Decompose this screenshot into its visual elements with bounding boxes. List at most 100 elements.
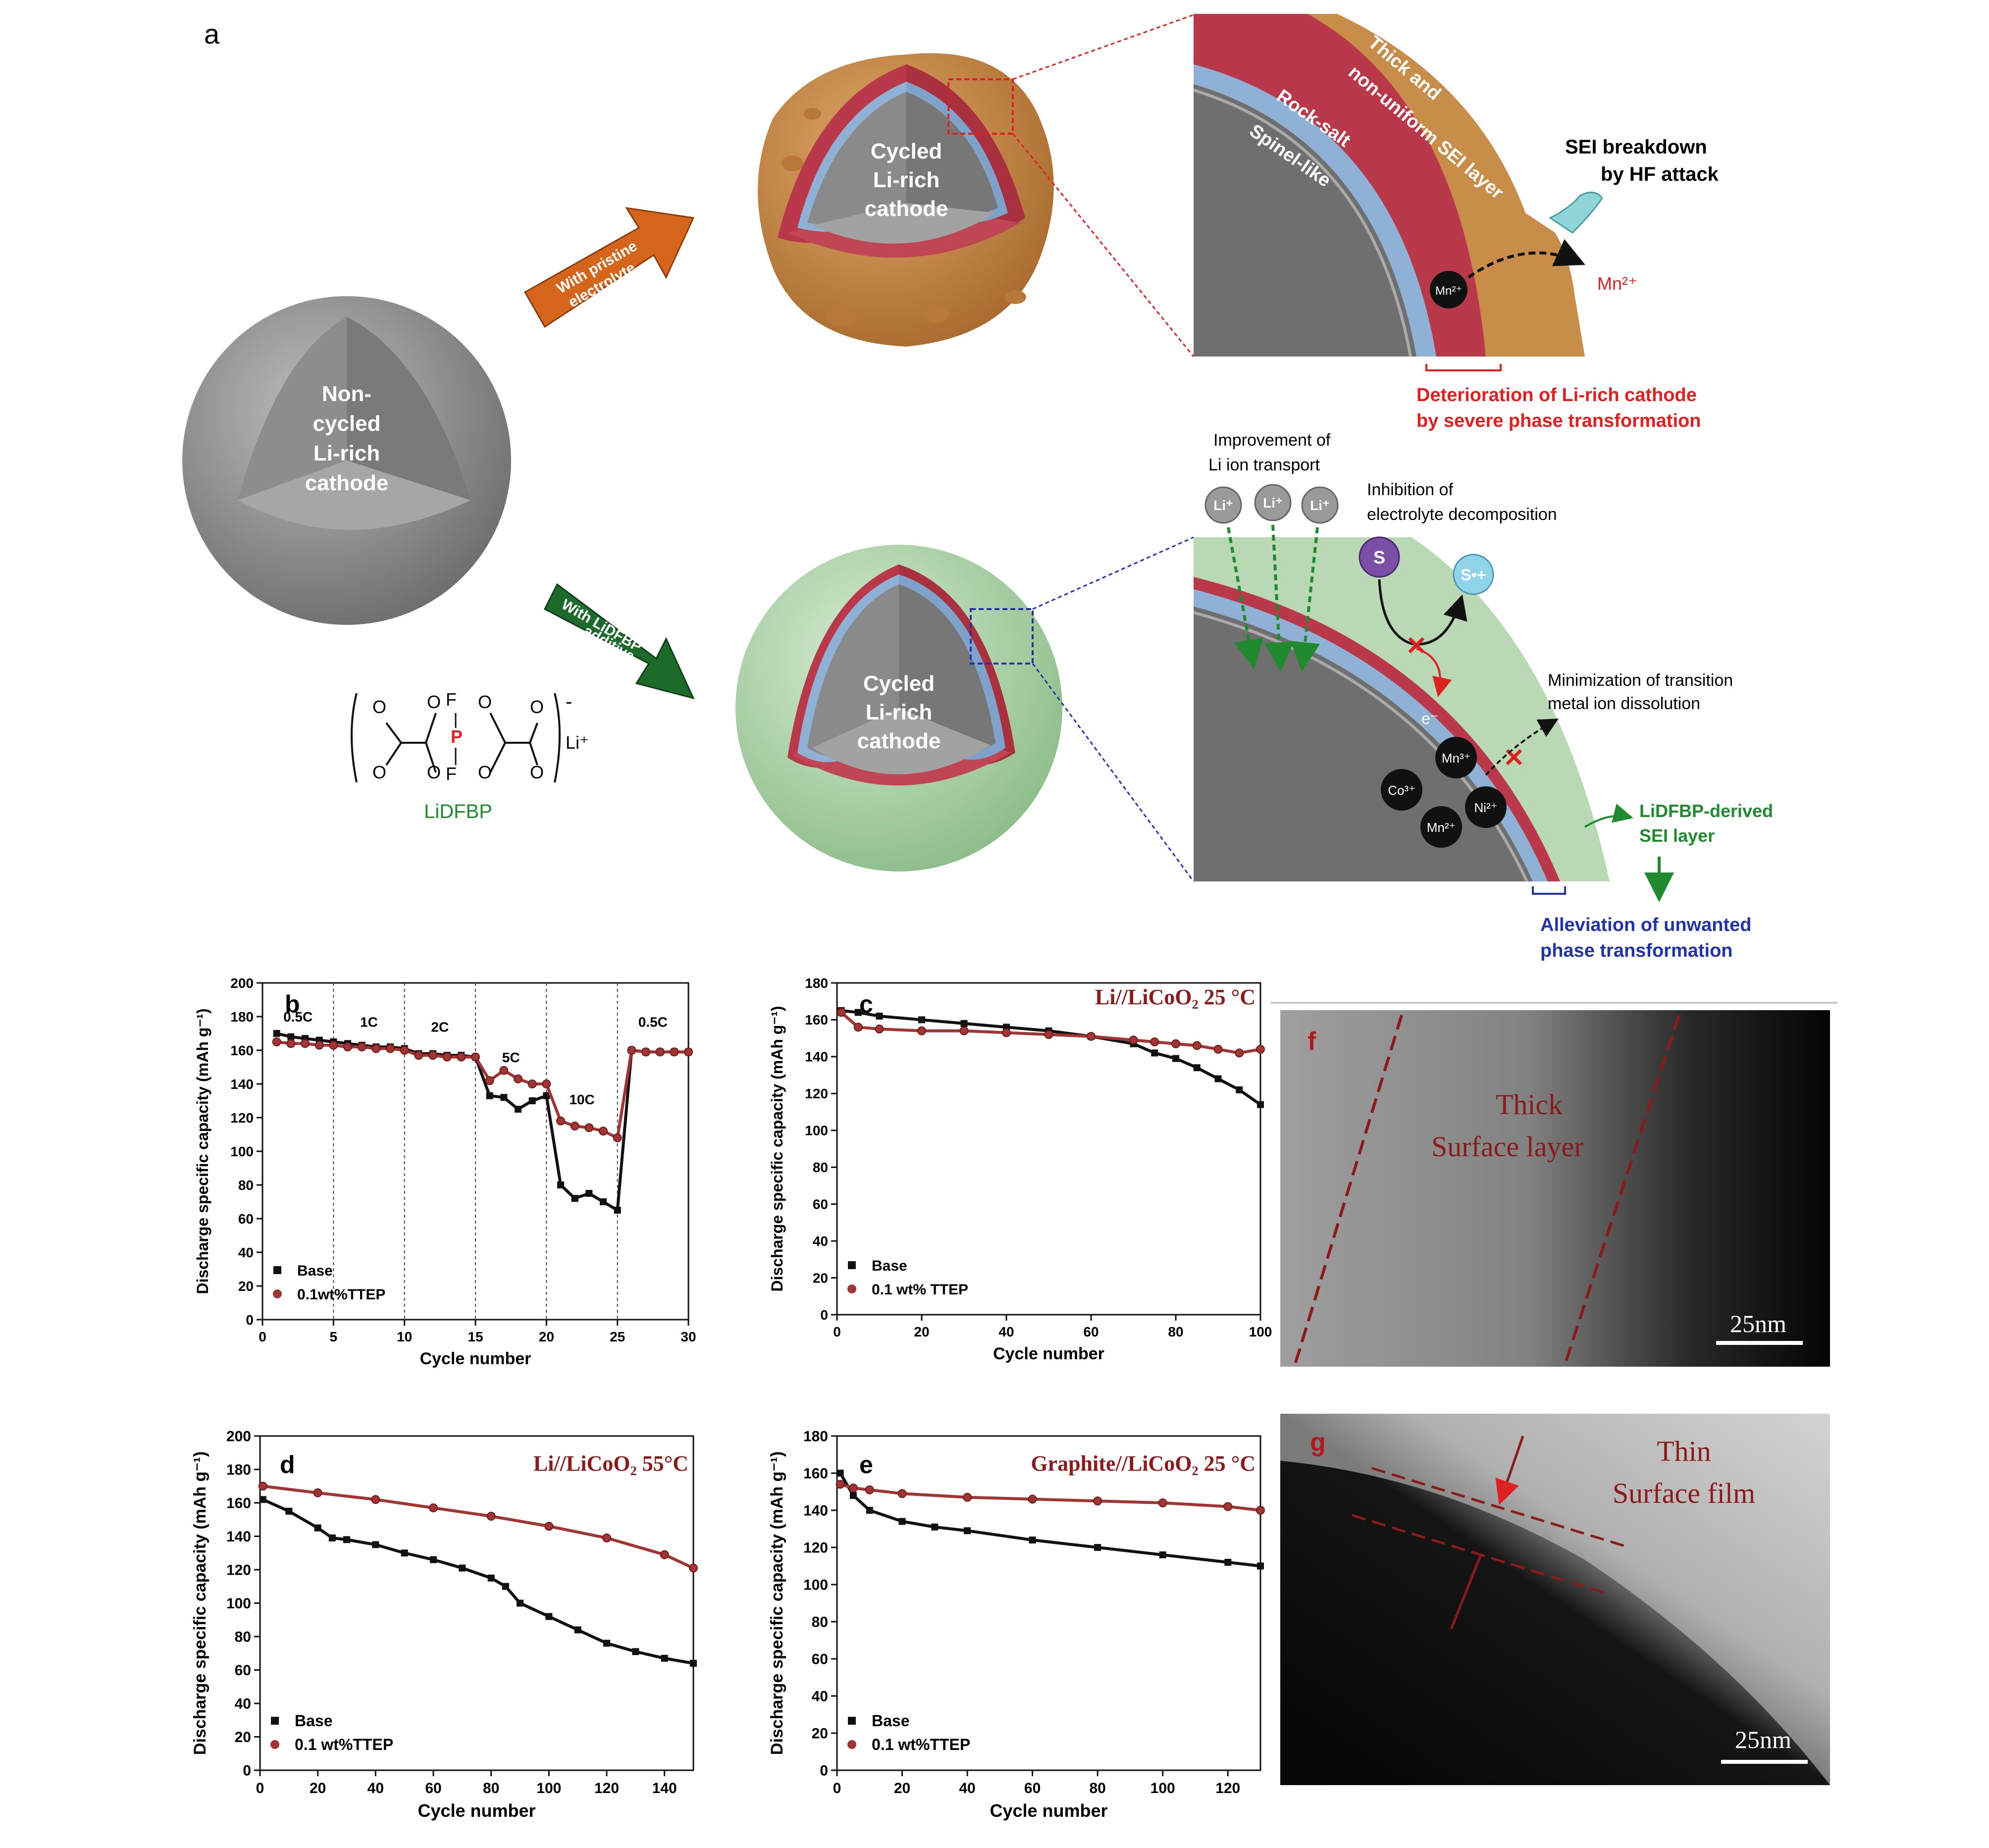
y-tick-label: 20 <box>812 1726 828 1742</box>
y-tick-label: 120 <box>803 1540 828 1556</box>
legend-marker <box>847 1284 856 1293</box>
data-point <box>876 1013 883 1020</box>
zoom-lidfbp: Improvement of Li ion transport Li⁺ Li⁺ … <box>1193 431 1773 961</box>
panel-letter: d <box>280 1451 295 1479</box>
molecule-li: Li⁺ <box>566 732 589 753</box>
series-line <box>262 1485 694 1570</box>
data-point <box>545 1613 553 1620</box>
legend-marker <box>848 1717 856 1725</box>
sei-layer-1: LiDFBP-derived <box>1639 801 1773 821</box>
x-tick-label: 40 <box>998 1324 1014 1339</box>
data-point <box>486 1092 493 1099</box>
y-tick-label: 160 <box>805 1012 828 1027</box>
x-tick-label: 60 <box>1083 1324 1099 1339</box>
data-point <box>314 1524 321 1532</box>
y-axis-label: Discharge specific capacity (mAh g⁻¹) <box>191 1451 209 1755</box>
data-point <box>1213 1045 1223 1054</box>
data-point <box>1192 1041 1202 1050</box>
panel-f-caption-2: Surface layer <box>1431 1130 1584 1163</box>
data-point <box>865 1485 874 1494</box>
legend-marker <box>271 1717 279 1725</box>
data-point <box>429 1503 438 1513</box>
chart-panel-c: c Li//LiCoO₂ 25 °C0 20 40 60 80 10002040608010… <box>768 975 1272 1363</box>
y-tick-label: 120 <box>226 1562 251 1579</box>
panel-g-scale: 25nm <box>1735 1726 1791 1753</box>
data-point <box>1159 1551 1166 1558</box>
data-point <box>542 1079 551 1088</box>
legend-entry: Base <box>872 1712 910 1730</box>
molecule-name: LiDFBP <box>424 801 492 822</box>
li-ion-3: Li⁺ <box>1310 498 1330 513</box>
data-point <box>931 1523 939 1531</box>
series-line <box>262 1498 694 1665</box>
svg-text:F: F <box>446 764 457 784</box>
y-tick-label: 100 <box>226 1595 251 1612</box>
y-tick-label: 140 <box>230 1077 254 1092</box>
rate-label: 5C <box>502 1050 520 1065</box>
data-point <box>1257 1562 1264 1570</box>
data-point <box>918 1016 925 1024</box>
alleviation-2: phase transformation <box>1540 940 1733 961</box>
data-point <box>543 1092 550 1099</box>
chart-title: Li//LiCoO₂ 55°C <box>533 1451 688 1476</box>
s-plus-molecule: S•+ <box>1461 566 1486 584</box>
data-point <box>585 1190 593 1197</box>
ion-mn3: Mn³⁺ <box>1442 751 1471 766</box>
data-point <box>866 1507 873 1514</box>
data-point <box>964 1527 971 1535</box>
x-axis-label: Cycle number <box>418 1800 535 1821</box>
minimization-1: Minimization of transition <box>1548 671 1733 690</box>
data-point <box>632 1648 639 1655</box>
legend-marker <box>273 1266 281 1274</box>
y-tick-label: 0 <box>820 1763 828 1779</box>
x-tick-label: 0 <box>833 1324 841 1339</box>
data-point <box>556 1116 565 1126</box>
data-point <box>259 1496 266 1503</box>
legend-entry: 0.1wt%TTEP <box>297 1286 385 1303</box>
chart-title: Li//LiCoO₂ 25 °C <box>1095 985 1256 1009</box>
series-line <box>841 1009 1261 1106</box>
data-point <box>486 1512 496 1521</box>
data-point <box>400 1046 409 1055</box>
x-axis-label: Cycle number <box>993 1344 1104 1363</box>
legend-entry: Base <box>297 1263 333 1279</box>
rate-label: 2C <box>431 1020 449 1035</box>
y-tick-label: 0 <box>246 1312 254 1328</box>
x-tick-label: 30 <box>680 1329 696 1344</box>
data-point <box>1028 1494 1037 1504</box>
chart-panel-e: e Graphite//LiCoO₂ 25 °C 0 20 40 60 80 100 120 0 2… <box>768 1429 1265 1821</box>
inhibition-1: Inhibition of <box>1367 480 1453 499</box>
svg-text:O: O <box>478 692 492 712</box>
data-point <box>836 1480 845 1489</box>
data-point <box>641 1047 650 1057</box>
svg-text:✕: ✕ <box>1503 744 1525 772</box>
y-tick-label: 80 <box>235 1629 251 1645</box>
x-tick-label: 10 <box>397 1329 412 1344</box>
x-tick-label: 120 <box>1215 1780 1240 1797</box>
ion-mn2: Mn²⁺ <box>1427 820 1456 835</box>
cycled-top-label-3: cathode <box>865 197 948 221</box>
svg-text:✕: ✕ <box>1406 632 1427 661</box>
data-point <box>1171 1039 1180 1048</box>
legend-entry: 0.1 wt%TTEP <box>872 1736 970 1753</box>
y-axis-label: Discharge specific capacity (mAh g⁻¹) <box>768 1451 786 1755</box>
sei-breakdown-2: by HF attack <box>1601 163 1719 185</box>
svg-text:O: O <box>530 762 544 782</box>
cycled-top-label-2: Li-rich <box>873 168 940 192</box>
y-tick-label: 40 <box>238 1245 254 1260</box>
data-point <box>1158 1498 1167 1507</box>
y-tick-label: 180 <box>230 1009 254 1025</box>
y-tick-label: 140 <box>226 1529 251 1545</box>
legend-marker <box>847 1740 856 1749</box>
y-tick-label: 100 <box>230 1144 254 1159</box>
data-point <box>960 1020 968 1027</box>
svg-text:O: O <box>372 762 386 782</box>
noncycled-label-2: cycled <box>313 411 381 436</box>
tem-panel-g: g Thin Surface film 25nm <box>1280 1414 1830 1785</box>
data-point <box>386 1044 395 1053</box>
y-tick-label: 20 <box>238 1279 254 1294</box>
data-point <box>1129 1035 1138 1045</box>
svg-text:F: F <box>446 689 457 710</box>
x-axis-label: Cycle number <box>990 1800 1107 1821</box>
